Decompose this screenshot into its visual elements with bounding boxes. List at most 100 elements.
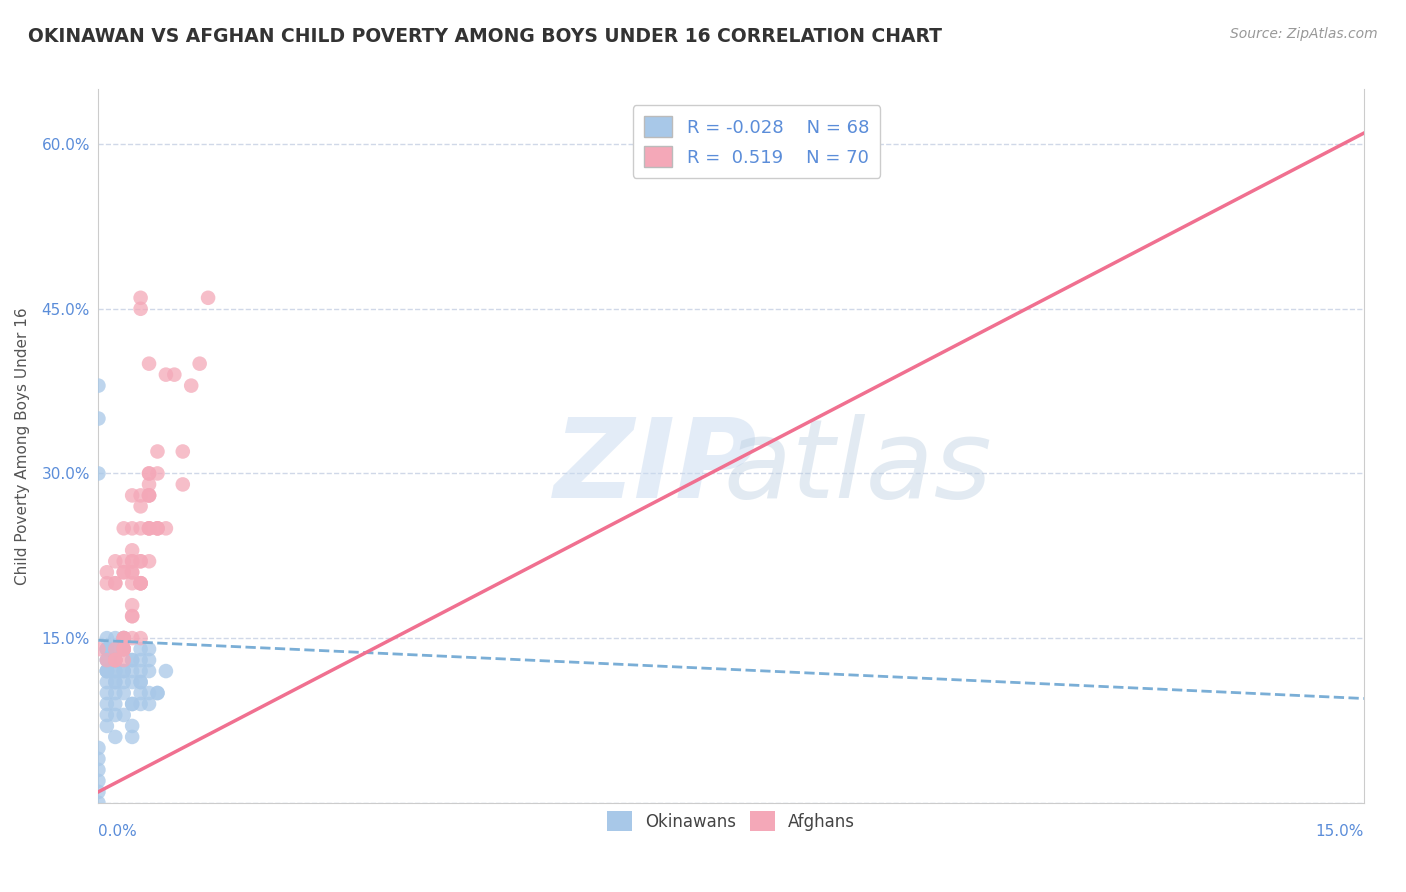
Point [104, 730, 127, 744]
Point [121, 598, 143, 612]
Point [121, 719, 143, 733]
Point [129, 642, 152, 657]
Point [104, 576, 127, 591]
Point [129, 554, 152, 568]
Point [155, 521, 177, 535]
Point [96, 631, 118, 645]
Point [129, 631, 152, 645]
Point [146, 686, 169, 700]
Point [121, 609, 143, 624]
Point [129, 576, 152, 591]
Point [129, 664, 152, 678]
Point [104, 642, 127, 657]
Point [87, 378, 110, 392]
Point [112, 642, 135, 657]
Point [104, 642, 127, 657]
Point [129, 686, 152, 700]
Point [163, 368, 186, 382]
Point [138, 467, 160, 481]
Text: Source: ZipAtlas.com: Source: ZipAtlas.com [1230, 27, 1378, 41]
Point [138, 664, 160, 678]
Point [87, 752, 110, 766]
Point [96, 664, 118, 678]
Point [96, 642, 118, 657]
Point [96, 664, 118, 678]
Point [129, 488, 152, 502]
Point [112, 631, 135, 645]
Text: atlas: atlas [723, 414, 993, 521]
Point [112, 566, 135, 580]
Point [104, 653, 127, 667]
Point [121, 631, 143, 645]
Point [104, 653, 127, 667]
Point [129, 521, 152, 535]
Point [104, 697, 127, 711]
Point [112, 675, 135, 690]
Text: ZIP: ZIP [554, 414, 756, 521]
Point [112, 631, 135, 645]
Y-axis label: Child Poverty Among Boys Under 16: Child Poverty Among Boys Under 16 [15, 307, 31, 585]
Point [96, 719, 118, 733]
Point [121, 697, 143, 711]
Point [112, 566, 135, 580]
Point [121, 554, 143, 568]
Point [112, 686, 135, 700]
Point [104, 653, 127, 667]
Text: 15.0%: 15.0% [1316, 824, 1364, 839]
Point [129, 675, 152, 690]
Point [121, 521, 143, 535]
Point [121, 554, 143, 568]
Point [197, 291, 219, 305]
Point [155, 664, 177, 678]
Point [112, 521, 135, 535]
Point [172, 477, 194, 491]
Point [112, 664, 135, 678]
Point [121, 664, 143, 678]
Point [129, 576, 152, 591]
Point [138, 488, 160, 502]
Point [129, 554, 152, 568]
Point [121, 566, 143, 580]
Point [104, 708, 127, 723]
Point [112, 631, 135, 645]
Point [138, 653, 160, 667]
Point [129, 576, 152, 591]
Point [146, 521, 169, 535]
Point [112, 554, 135, 568]
Point [112, 642, 135, 657]
Point [121, 488, 143, 502]
Point [96, 642, 118, 657]
Point [87, 763, 110, 777]
Point [129, 301, 152, 316]
Point [87, 773, 110, 788]
Point [138, 467, 160, 481]
Point [121, 653, 143, 667]
Point [104, 576, 127, 591]
Point [112, 653, 135, 667]
Point [104, 675, 127, 690]
Point [172, 444, 194, 458]
Point [87, 785, 110, 799]
Point [138, 477, 160, 491]
Point [180, 378, 202, 392]
Point [112, 708, 135, 723]
Point [96, 697, 118, 711]
Point [96, 675, 118, 690]
Point [138, 521, 160, 535]
Point [104, 664, 127, 678]
Point [121, 576, 143, 591]
Point [112, 642, 135, 657]
Point [121, 675, 143, 690]
Point [104, 664, 127, 678]
Point [104, 642, 127, 657]
Legend: Okinawans, Afghans: Okinawans, Afghans [600, 805, 862, 838]
Text: 0.0%: 0.0% [98, 824, 138, 839]
Point [87, 796, 110, 810]
Point [96, 653, 118, 667]
Point [138, 686, 160, 700]
Point [138, 642, 160, 657]
Point [138, 521, 160, 535]
Point [146, 521, 169, 535]
Point [87, 642, 110, 657]
Point [146, 444, 169, 458]
